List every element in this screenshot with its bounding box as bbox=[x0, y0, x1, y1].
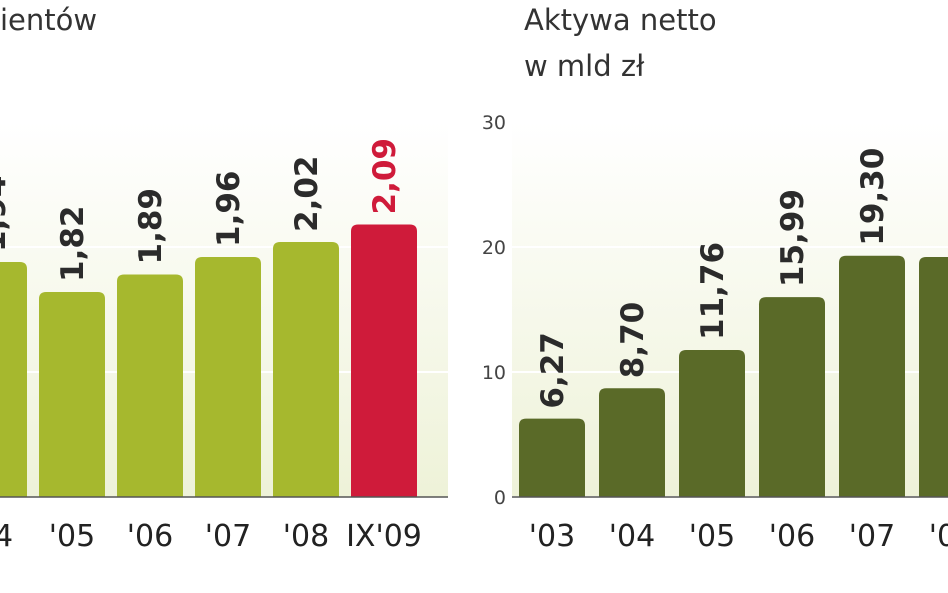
chart-title: ientów bbox=[0, 3, 97, 37]
bar bbox=[919, 257, 948, 497]
y-tick-label: 0 bbox=[494, 487, 506, 509]
y-tick-label: 10 bbox=[482, 362, 506, 384]
bar bbox=[117, 274, 183, 497]
value-label: 19,30 bbox=[855, 148, 891, 246]
bar bbox=[679, 350, 745, 497]
x-tick-label: '07 bbox=[849, 519, 895, 554]
y-tick-label: 30 bbox=[482, 112, 506, 134]
value-label: 1,94 bbox=[0, 176, 13, 253]
chart-subtitle: w mld zł bbox=[524, 49, 645, 83]
bar bbox=[351, 224, 417, 497]
x-tick-label: '04 bbox=[609, 519, 655, 554]
x-tick-label: '05 bbox=[49, 519, 95, 554]
value-label: 8,70 bbox=[615, 302, 651, 379]
x-tick-label: '06 bbox=[127, 519, 173, 554]
x-tick-label: IX'09 bbox=[346, 519, 422, 554]
value-label: 2,09 bbox=[367, 138, 403, 215]
bar bbox=[839, 255, 905, 497]
value-label: 1,89 bbox=[133, 188, 169, 265]
y-tick-label: 20 bbox=[482, 237, 506, 259]
value-label: 15,99 bbox=[775, 189, 811, 287]
value-label: 1,82 bbox=[55, 206, 91, 283]
bar bbox=[759, 297, 825, 497]
bar bbox=[0, 262, 27, 497]
bar bbox=[273, 242, 339, 497]
value-label: 11,76 bbox=[695, 242, 731, 340]
bar bbox=[195, 257, 261, 497]
x-tick-label: '05 bbox=[689, 519, 735, 554]
value-label: 2,02 bbox=[289, 156, 325, 233]
bar bbox=[599, 388, 665, 497]
value-label: 1,96 bbox=[211, 171, 247, 248]
x-tick-label: '07 bbox=[205, 519, 251, 554]
x-tick-label: '06 bbox=[769, 519, 815, 554]
x-tick-label: '08 bbox=[283, 519, 329, 554]
chart-title: Aktywa netto bbox=[524, 3, 717, 37]
value-label: 6,27 bbox=[535, 332, 571, 409]
bar bbox=[39, 292, 105, 497]
bar bbox=[519, 418, 585, 497]
x-tick-label: '08 bbox=[929, 519, 948, 554]
x-tick-label: '03 bbox=[529, 519, 575, 554]
x-tick-label: 04 bbox=[0, 519, 13, 554]
